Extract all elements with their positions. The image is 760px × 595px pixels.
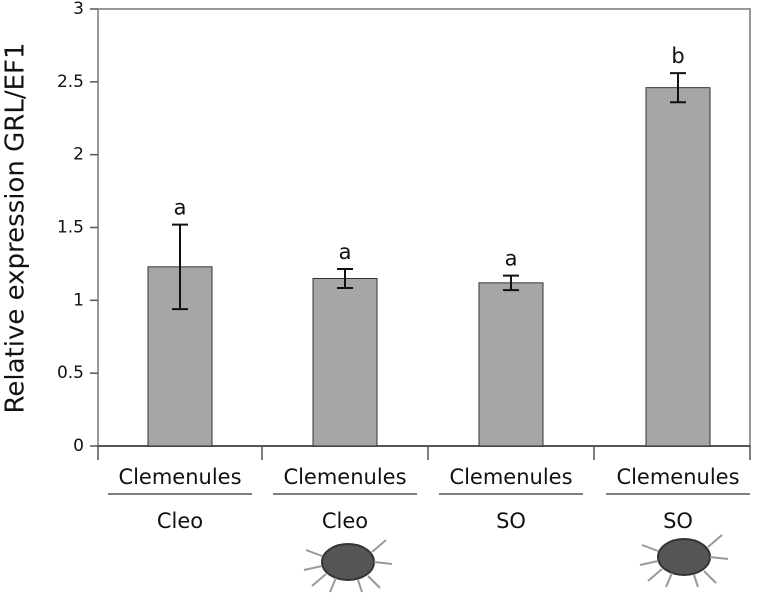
x-tick-label: Clemenules [449,465,572,489]
x-tick-label: Clemenules [118,465,241,489]
mite-icon [639,534,729,588]
x-subcategory-label: SO [496,509,526,533]
y-tick-label: 2 [73,145,84,165]
x-subcategory-label: Cleo [322,509,368,533]
y-tick-label: 0 [73,436,84,456]
error-bar [503,274,519,292]
bar [645,87,711,447]
error-bar [337,268,353,289]
y-tick-label: 3 [73,0,84,19]
bar [478,282,544,447]
x-tick-label: Clemenules [283,465,406,489]
y-axis-label: Relative expression GRL/EF1 [1,42,31,413]
bar [312,277,378,447]
error-bar [172,223,188,311]
error-bar [670,72,686,104]
significance-letter: a [505,247,518,271]
significance-letter: a [339,240,352,264]
x-subcategory-label: Cleo [157,509,203,533]
mite-icon [303,539,393,593]
significance-letter: a [174,196,187,220]
significance-letter: b [671,44,684,68]
x-tick-label: Clemenules [616,465,739,489]
y-tick-label: 1 [73,290,84,310]
y-tick-label: 1.5 [57,218,84,238]
x-subcategory-label: SO [663,509,693,533]
y-tick-label: 0.5 [57,363,84,383]
y-tick-label: 2.5 [57,72,84,92]
